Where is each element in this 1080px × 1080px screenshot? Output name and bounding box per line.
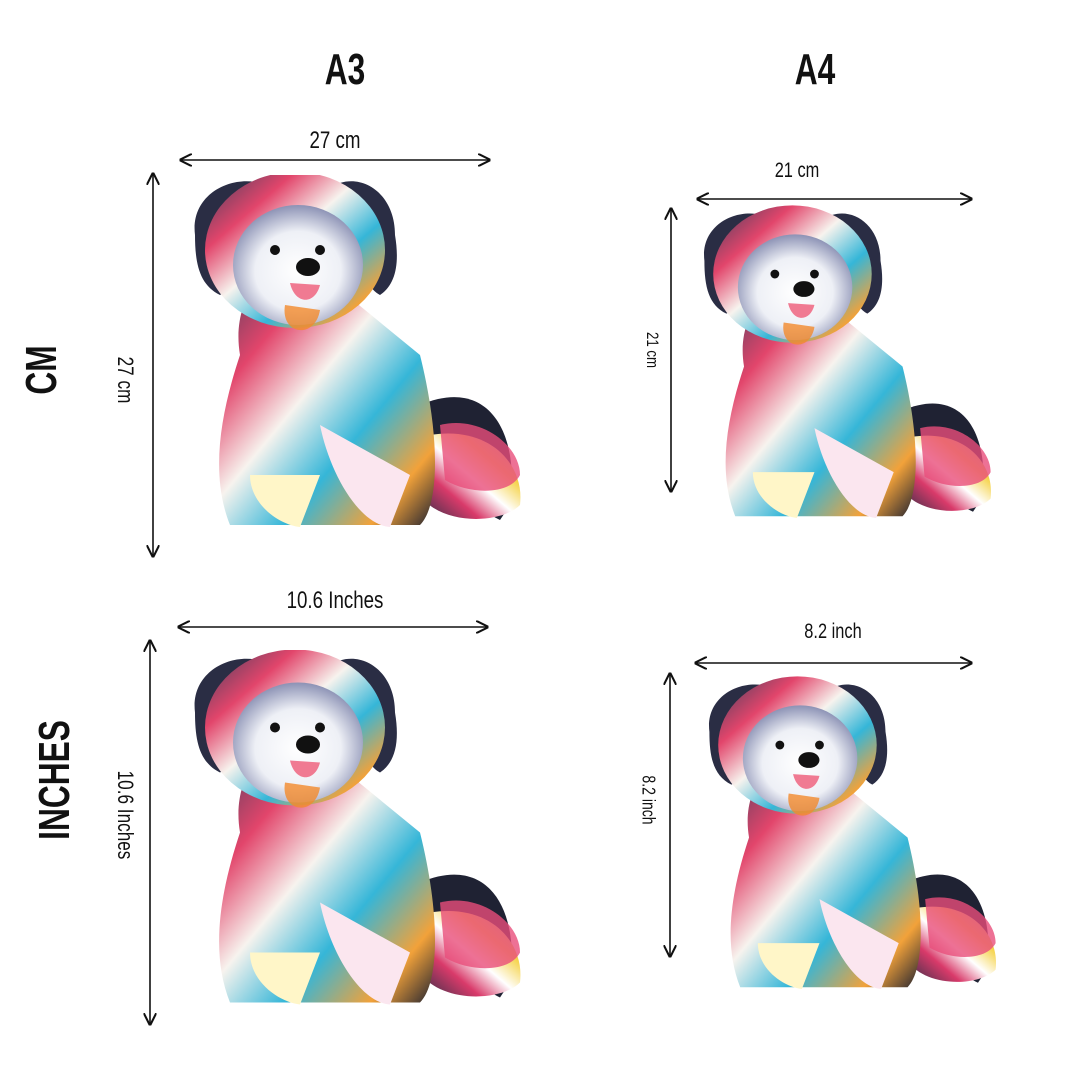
row-header-inches: INCHES [30,720,79,840]
column-header-a4: A4 [794,45,836,94]
dog-illustration-a3-in [194,650,521,1005]
a3-cm-width-label: 27 cm [309,127,361,154]
a4-cm-width-label: 21 cm [774,159,820,182]
a3-cm-height-label: 27 cm [113,356,138,404]
row-header-cm: CM [17,345,66,395]
a4-in-width-label: 8.2 inch [804,620,862,643]
dog-illustration-a4-cm [704,205,992,518]
dog-illustration-a3-cm [194,175,521,527]
column-header-a3: A3 [324,45,366,94]
dog-illustration-a4-in [709,676,997,989]
a4-in-height-label: 8.2 inch [638,775,659,825]
a4-cm-height-label: 21 cm [643,331,662,369]
a3-in-width-label: 10.6 Inches [286,587,384,614]
a3-in-height-label: 10.6 Inches [113,770,138,860]
